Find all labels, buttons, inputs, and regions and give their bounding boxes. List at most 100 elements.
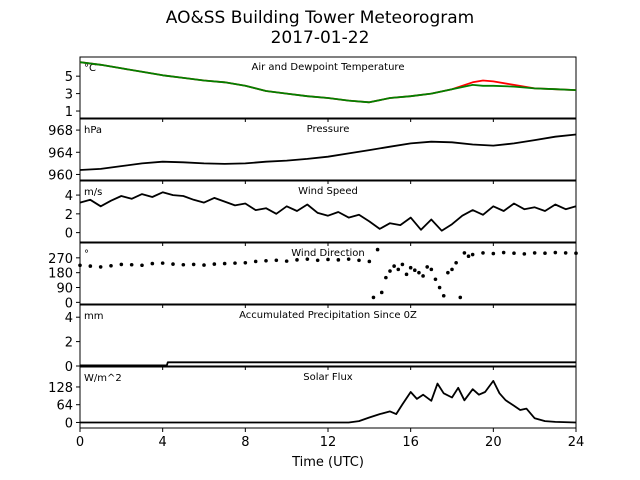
series-line-5-0 <box>80 379 577 424</box>
ytick-label-0-0: 1 <box>65 105 73 120</box>
xtick-label-3: 12 <box>320 435 337 450</box>
point-3-0-17 <box>253 259 258 264</box>
ytick-label-0-2: 5 <box>65 70 73 85</box>
point-3-0-54 <box>481 251 485 255</box>
xtick-label-0: 0 <box>76 435 84 450</box>
point-3-0-38 <box>408 265 413 270</box>
xtick-label-2: 8 <box>241 435 249 450</box>
point-3-0-0 <box>78 263 82 268</box>
xtick-label-4: 16 <box>402 435 419 450</box>
point-3-0-63 <box>574 251 578 256</box>
point-3-0-4 <box>119 262 124 267</box>
series-line-4-0 <box>80 361 576 367</box>
ytick-label-5-0: 0 <box>65 416 73 431</box>
ytick-label-3-1: 90 <box>56 282 73 297</box>
point-3-0-12 <box>202 263 206 267</box>
point-3-0-8 <box>160 261 165 265</box>
panel-unit-5: W/m^2 <box>84 373 122 384</box>
series-line-2-0 <box>79 191 577 232</box>
point-3-0-14 <box>222 261 227 266</box>
point-3-0-41 <box>421 274 425 278</box>
panel-title-1: Pressure <box>307 124 350 135</box>
point-3-0-48 <box>450 267 454 272</box>
point-3-0-28 <box>367 259 372 264</box>
panel-title-5: Solar Flux <box>303 372 353 383</box>
point-3-0-52 <box>466 254 471 258</box>
point-3-0-43 <box>429 267 434 272</box>
ytick-label-3-3: 270 <box>48 252 73 267</box>
x-axis-label: Time (UTC) <box>291 455 364 470</box>
series-line-1-0 <box>79 133 577 171</box>
point-3-0-2 <box>98 265 103 269</box>
point-3-0-30 <box>375 247 380 252</box>
panel-title-3: Wind Direction <box>291 248 365 259</box>
ytick-label-2-1: 2 <box>65 208 73 223</box>
point-3-0-3 <box>109 263 113 268</box>
point-3-0-21 <box>295 258 299 262</box>
panel-unit-4: mm <box>84 311 103 322</box>
point-3-0-51 <box>462 251 467 255</box>
point-3-0-9 <box>171 262 175 266</box>
panel-title-4: Accumulated Precipitation Since 0Z <box>239 310 417 321</box>
point-3-0-44 <box>433 277 438 282</box>
point-3-0-5 <box>129 262 134 267</box>
panel-unit-2: m/s <box>84 187 102 198</box>
panel-unit-1: hPa <box>84 125 102 136</box>
panel-title-2: Wind Speed <box>298 186 358 197</box>
point-3-0-15 <box>233 261 237 265</box>
figure-title: AO&SS Building Tower Meteorogram <box>165 8 475 28</box>
series-line-0-1 <box>79 61 577 104</box>
point-3-0-25 <box>336 258 341 262</box>
xtick-label-5: 20 <box>485 435 502 450</box>
point-3-0-32 <box>384 275 388 280</box>
ytick-label-4-0: 0 <box>65 360 73 375</box>
ytick-label-5-2: 128 <box>48 381 73 396</box>
ytick-label-1-2: 968 <box>48 124 73 139</box>
point-3-0-55 <box>491 251 496 256</box>
point-3-0-35 <box>396 267 401 272</box>
point-3-0-36 <box>400 262 405 267</box>
point-3-0-18 <box>264 259 268 263</box>
point-3-0-37 <box>404 272 409 277</box>
point-3-0-34 <box>392 264 396 268</box>
point-3-0-11 <box>191 262 196 267</box>
point-3-0-39 <box>413 268 417 273</box>
ytick-label-1-1: 964 <box>48 146 73 161</box>
ytick-label-3-2: 180 <box>48 267 73 282</box>
xtick-label-6: 24 <box>568 435 585 450</box>
point-3-0-56 <box>501 250 506 255</box>
ytick-label-4-1: 2 <box>65 336 73 351</box>
point-3-0-22 <box>305 257 310 261</box>
point-3-0-16 <box>243 260 248 265</box>
point-3-0-10 <box>181 262 186 267</box>
point-3-0-62 <box>563 251 568 255</box>
point-3-0-31 <box>379 290 384 295</box>
point-3-0-19 <box>274 258 279 263</box>
figure-date: 2017-01-22 <box>270 28 370 48</box>
point-3-0-50 <box>458 295 463 300</box>
ytick-label-3-0: 0 <box>65 296 73 311</box>
point-3-0-49 <box>454 260 458 265</box>
point-3-0-61 <box>553 250 558 255</box>
point-3-0-33 <box>388 269 392 273</box>
panel-title-0: Air and Dewpoint Temperature <box>252 62 405 73</box>
point-3-0-7 <box>150 261 155 266</box>
point-3-0-1 <box>88 264 93 268</box>
point-3-0-23 <box>315 258 320 263</box>
point-3-0-46 <box>441 293 446 298</box>
ytick-label-0-1: 3 <box>65 88 73 103</box>
panel-unit-0: °C <box>84 63 96 74</box>
xtick-label-1: 4 <box>159 435 167 450</box>
point-3-0-58 <box>522 252 527 256</box>
point-3-0-60 <box>543 251 547 256</box>
point-3-0-20 <box>284 259 289 263</box>
point-3-0-53 <box>470 252 475 257</box>
point-3-0-13 <box>212 262 217 266</box>
ytick-label-4-2: 4 <box>65 311 73 326</box>
point-3-0-27 <box>357 258 361 263</box>
ytick-label-5-1: 64 <box>56 399 73 414</box>
ytick-label-2-2: 4 <box>65 189 73 204</box>
point-3-0-42 <box>425 265 430 269</box>
